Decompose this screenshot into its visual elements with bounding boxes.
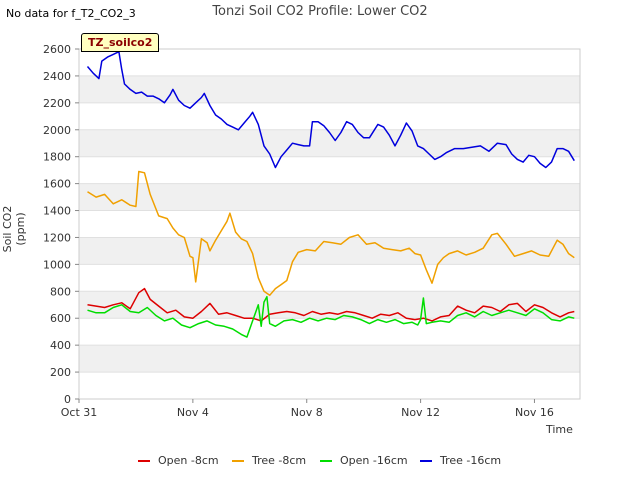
chart-title: Tonzi Soil CO2 Profile: Lower CO2 (212, 4, 428, 19)
legend-label: Tree -16cm (440, 454, 502, 467)
grid-band (79, 210, 580, 238)
y-tick-label: 200 (50, 366, 71, 379)
grid-band (79, 75, 580, 103)
series-line-open-16cm (87, 295, 575, 338)
x-tick-label: Oct 31 (61, 406, 98, 419)
x-tick-label: Nov 16 (515, 406, 554, 419)
grid-band (79, 129, 580, 157)
y-tick-label: 2000 (43, 124, 71, 137)
y-tick-label: 1000 (43, 258, 71, 271)
series-line-open-8cm (87, 287, 575, 322)
y-tick-label: 2600 (43, 43, 71, 56)
grid-band (79, 345, 580, 373)
legend-label: Tree -8cm (252, 454, 307, 467)
grid-band (79, 318, 580, 346)
chart-legend: Open -8cm Tree -8cm Open -16cm Tree -16cm (0, 454, 640, 468)
x-tick-label: Nov 8 (291, 406, 323, 419)
grid-band (79, 237, 580, 265)
y-tick-label: 1800 (43, 151, 71, 164)
x-tick-label: Nov 12 (401, 406, 440, 419)
x-axis-label: Time (546, 423, 573, 436)
legend-item: Tree -16cm (420, 454, 501, 467)
y-tick-label: 1200 (43, 231, 71, 244)
series-line-tree-8cm (87, 170, 575, 297)
legend-swatch (420, 460, 432, 462)
y-tick-label: 2200 (43, 97, 71, 110)
y-tick-label: 1600 (43, 178, 71, 191)
y-tick-label: 2400 (43, 70, 71, 83)
grid-band (79, 49, 580, 76)
legend-swatch (138, 460, 150, 462)
legend-label: Open -8cm (158, 454, 219, 467)
grid-band (79, 102, 580, 130)
y-tick-label: 800 (50, 285, 71, 298)
legend-label: Open -16cm (340, 454, 408, 467)
grid-band (79, 156, 580, 184)
grid-band (79, 183, 580, 211)
legend-item: Open -8cm (138, 454, 219, 467)
x-tick-label: Nov 4 (177, 406, 209, 419)
legend-swatch (320, 460, 332, 462)
legend-item: Open -16cm (320, 454, 408, 467)
grid-band (79, 372, 580, 399)
plot-frame (78, 48, 581, 400)
y-tick-label: 400 (50, 339, 71, 352)
legend-swatch (232, 460, 244, 462)
y-tick-label: 1400 (43, 205, 71, 218)
series-line-tree-16cm (86, 50, 575, 169)
grid-band (79, 264, 580, 292)
no-data-note: No data for f_T2_CO2_3 (6, 7, 136, 20)
y-tick-label: 0 (64, 393, 71, 406)
site-tag-label: TZ_soilco2 (81, 33, 160, 52)
legend-item: Tree -8cm (232, 454, 306, 467)
y-tick-label: 600 (50, 312, 71, 325)
